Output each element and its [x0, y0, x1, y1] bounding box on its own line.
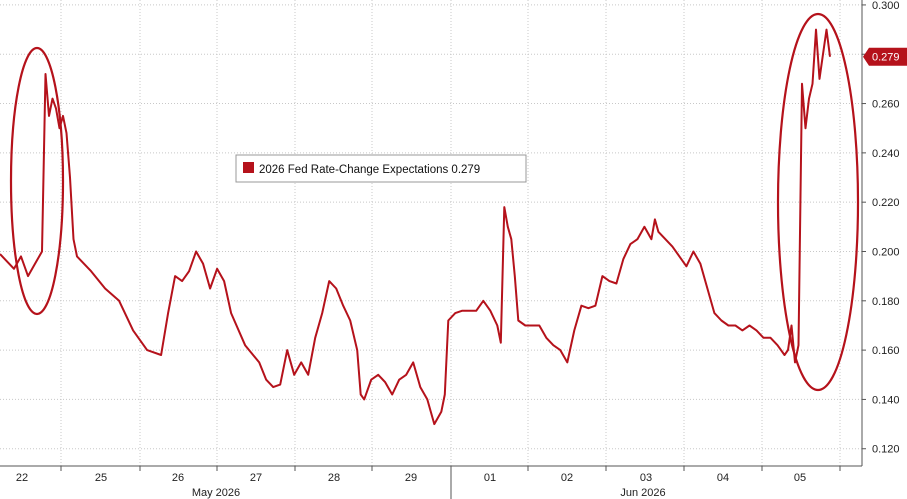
x-tick-label: 05 [794, 472, 806, 484]
y-tick-label: 0.300 [872, 0, 900, 12]
x-tick-label: 28 [328, 472, 340, 484]
y-tick-label: 0.140 [872, 394, 900, 406]
y-tick-label: 0.160 [872, 345, 900, 357]
y-tick-label: 0.260 [872, 99, 900, 111]
y-tick-label: 0.220 [872, 197, 900, 209]
x-tick-label: 03 [640, 472, 652, 484]
x-tick-label: 02 [561, 472, 573, 484]
x-tick-label: 22 [16, 472, 28, 484]
series-line [0, 28, 831, 426]
legend-swatch [243, 162, 254, 173]
x-tick-label: 26 [172, 472, 184, 484]
highlight-ellipse [776, 12, 860, 392]
plot-area [0, 0, 862, 466]
y-tick-label: 0.240 [872, 148, 900, 160]
y-tick-label: 0.200 [872, 246, 900, 258]
legend-box [235, 154, 527, 183]
y-tick-label: 0.180 [872, 296, 900, 308]
legend-label: 2026 Fed Rate-Change Expectations 0.279 [259, 164, 480, 176]
x-tick-label: 27 [250, 472, 262, 484]
highlight-ellipse [9, 46, 65, 316]
month-label: Jun 2026 [620, 487, 665, 499]
x-tick-label: 29 [405, 472, 417, 484]
y-tick-label: 0.120 [872, 444, 900, 456]
last-value-badge [863, 47, 907, 66]
month-label: May 2026 [192, 487, 240, 499]
x-tick-label: 04 [717, 472, 729, 484]
x-tick-label: 25 [95, 472, 107, 484]
x-tick-label: 01 [484, 472, 496, 484]
last-value-label: 0.279 [872, 52, 900, 64]
